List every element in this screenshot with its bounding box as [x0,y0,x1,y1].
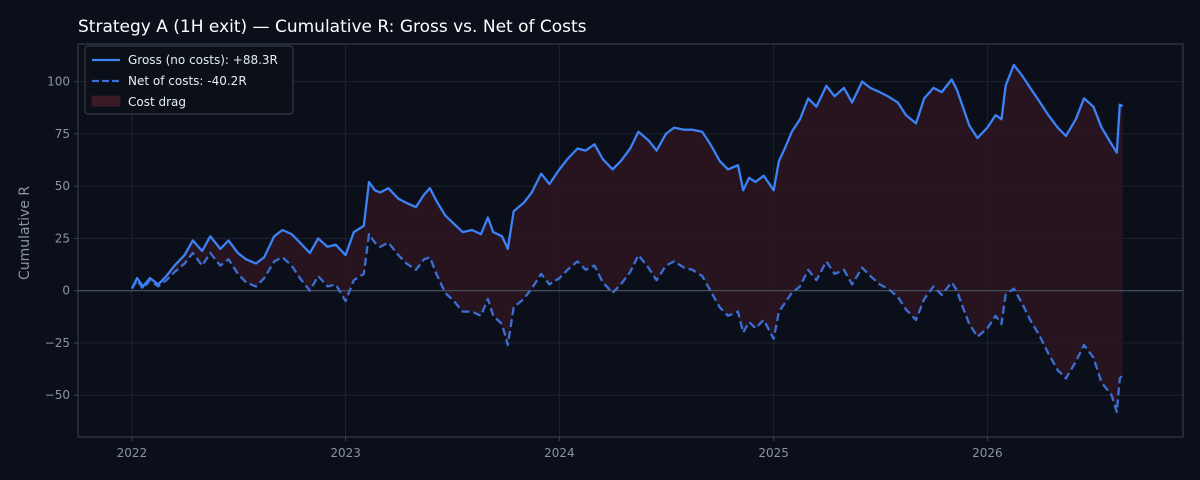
tick-labels: −50 −25 0 25 50 75 100 2022 2023 2024 2025 2026 [45,75,1003,460]
legend-swatch-cost-drag [91,95,121,107]
x-tick-label: 2026 [972,446,1003,460]
legend: Gross (no costs): +88.3R Net of costs: -… [84,45,294,115]
series-line-net [130,233,1124,414]
legend-label-gross: Gross (no costs): +88.3R [128,53,278,67]
series-line-gross [130,63,1124,290]
y-tick-label: 100 [47,75,70,89]
y-tick-label: −50 [45,388,70,402]
y-tick-label: 75 [55,127,70,141]
legend-label-net: Net of costs: -40.2R [128,74,247,88]
x-tick-label: 2024 [544,446,575,460]
y-tick-label: 25 [55,231,70,245]
x-tick-label: 2022 [117,446,148,460]
y-axis-label: Cumulative R [17,186,33,280]
axes [74,43,1184,441]
x-tick-label: 2025 [758,446,789,460]
y-tick-label: −25 [45,336,70,350]
y-tick-label: 50 [55,179,70,193]
chart-title: Strategy A (1H exit) — Cumulative R: Gro… [78,17,587,37]
cost-drag-area-layer [131,64,1123,412]
legend-box [84,45,294,115]
x-tick-label: 2023 [330,446,361,460]
plot-frame [77,43,1184,438]
legend-label-cost-drag: Cost drag [128,95,186,109]
cost-drag-area [131,64,1123,412]
series-layer [130,63,1124,414]
y-tick-label: 0 [62,284,70,298]
